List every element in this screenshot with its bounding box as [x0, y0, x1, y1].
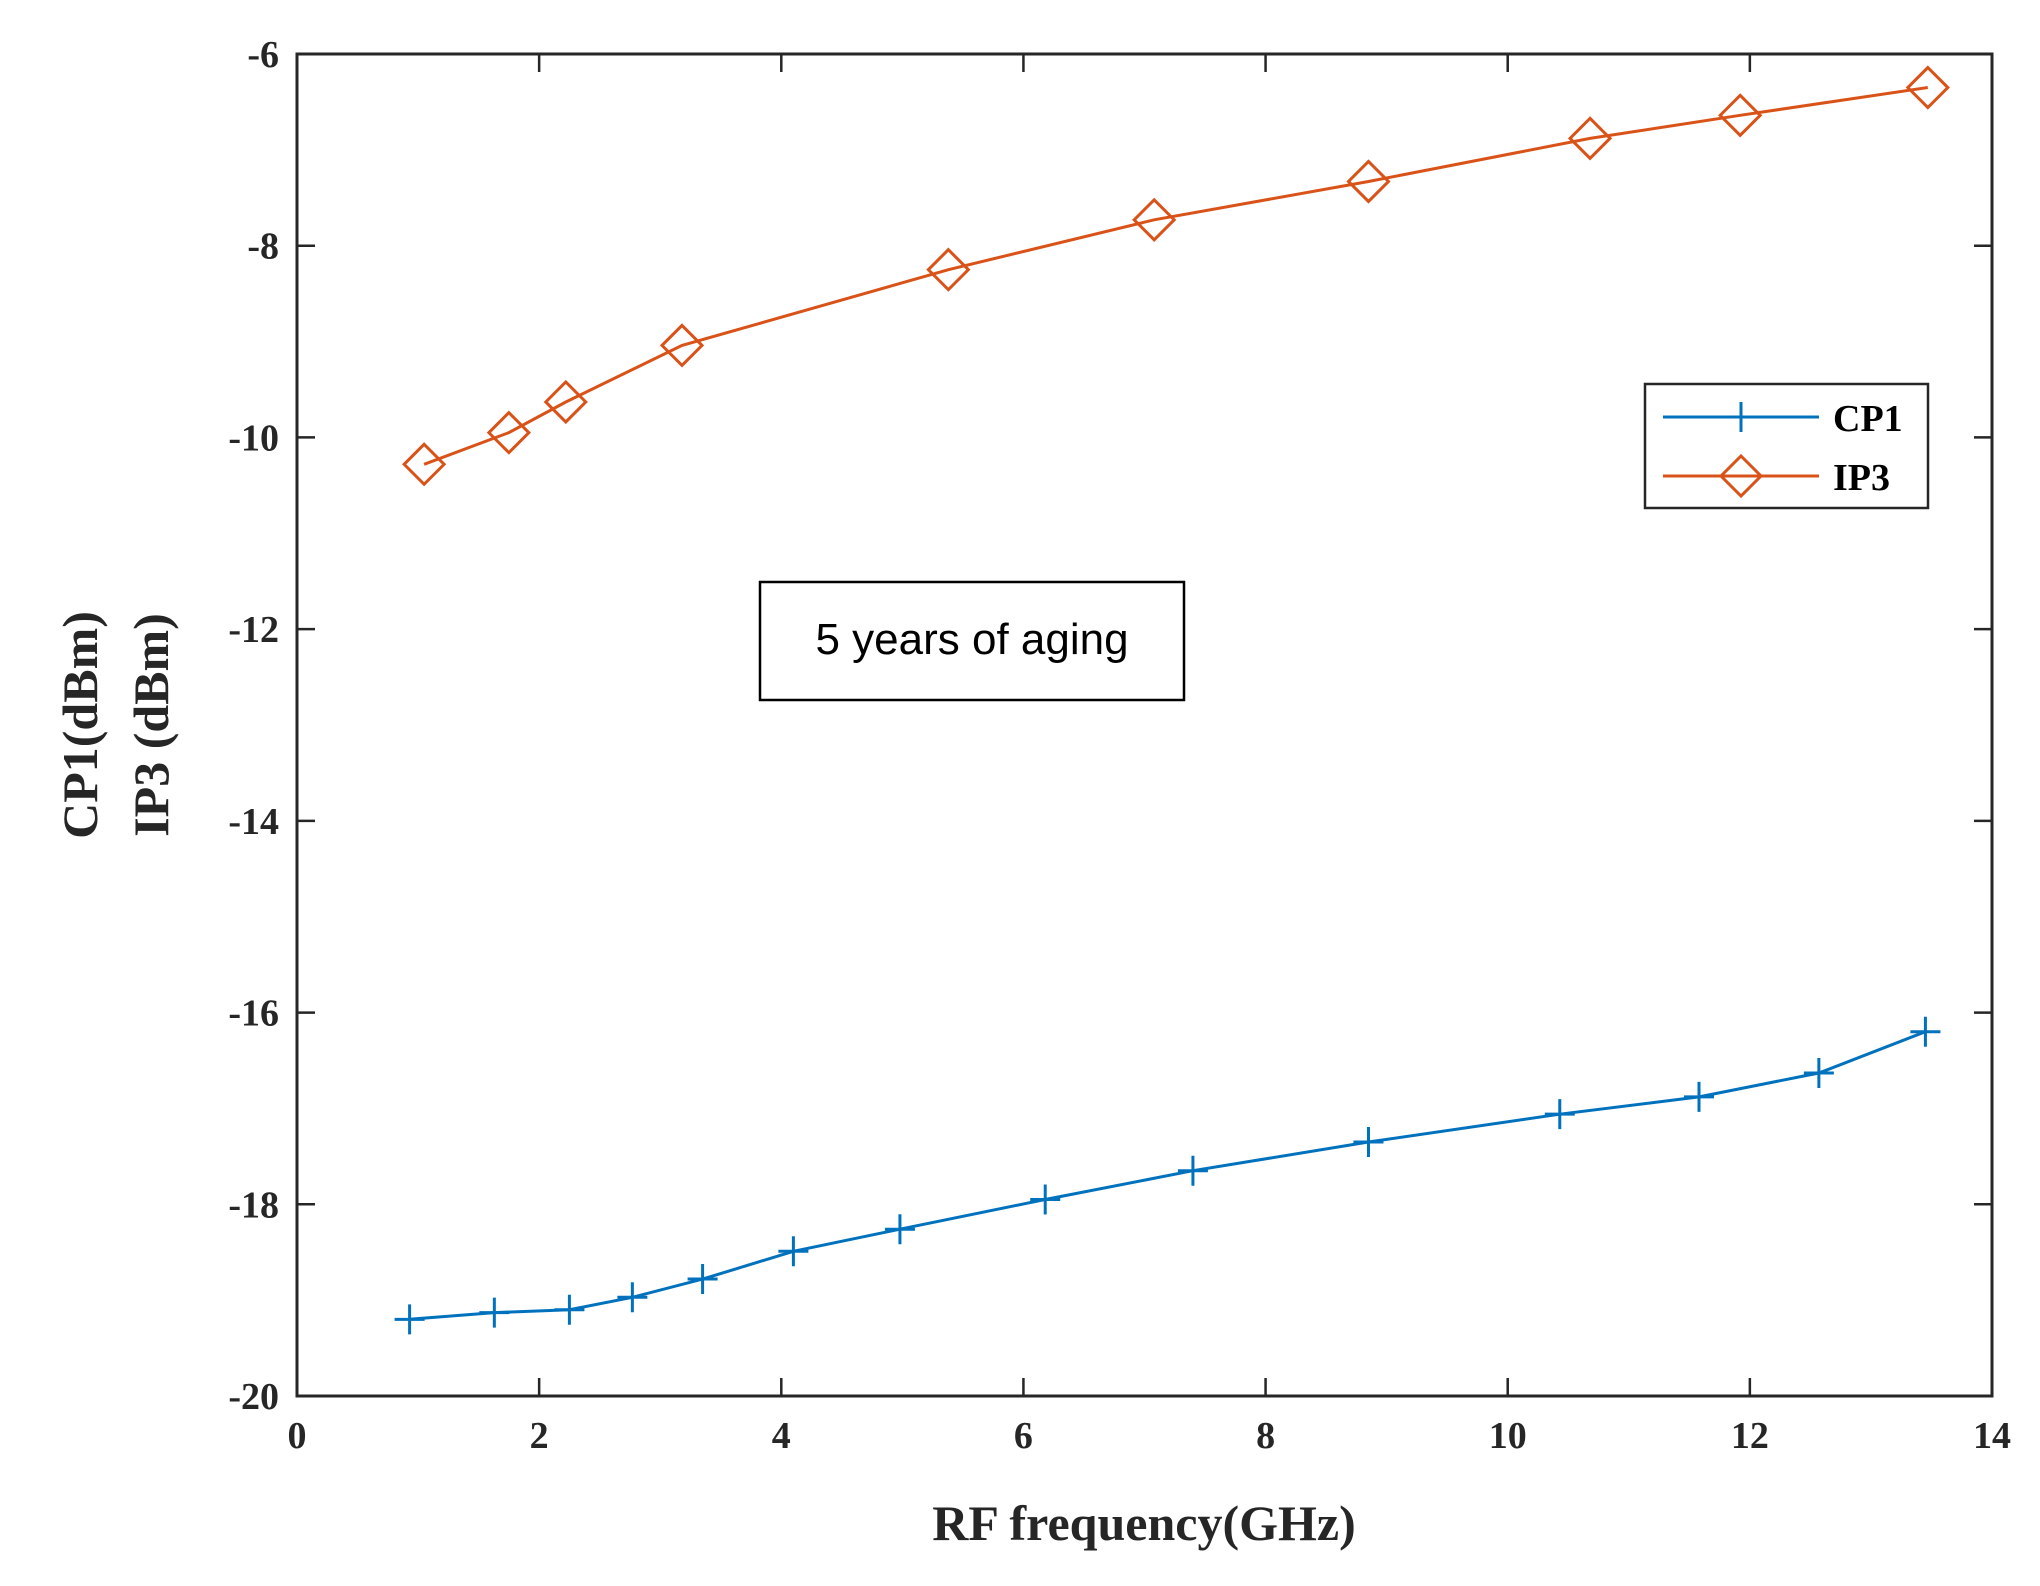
ip3-point: [659, 323, 705, 368]
cp1-point: [1684, 1081, 1715, 1112]
cp1-point: [687, 1264, 718, 1295]
y-axis-label-line-2: IP3 (dBm): [123, 613, 179, 837]
ip3-line: [423, 86, 1929, 466]
cp1-point: [1353, 1126, 1384, 1157]
x-tick-label: 10: [1489, 1415, 1527, 1457]
x-tick-label: 4: [772, 1415, 791, 1457]
x-tick-label: 12: [1731, 1415, 1769, 1457]
cp1-point: [617, 1282, 648, 1313]
annotation-text: 5 years of aging: [815, 615, 1128, 664]
ip3-point: [1718, 93, 1763, 138]
x-tick-label: 2: [530, 1415, 549, 1457]
legend-box: [1643, 382, 1930, 510]
x-axis-label: RF frequency(GHz): [932, 1495, 1356, 1551]
cp1-point: [884, 1214, 915, 1245]
legend-label-ip3: IP3: [1833, 457, 1890, 499]
legend-marker-cp1: [1726, 402, 1756, 432]
cp1-point: [1910, 1016, 1941, 1047]
cp1-point: [394, 1304, 425, 1335]
legend-label-cp1: CP1: [1833, 398, 1903, 440]
ip3-point: [486, 410, 531, 455]
ticks-layer: 0 2 4 6 8 10 12 14 -20 -18 -16 -14 -12 -10 -8 -6: [228, 34, 2011, 1457]
ip3-point: [1132, 197, 1177, 242]
series-layer: [394, 65, 1950, 1335]
y-tick-label: -18: [228, 1184, 279, 1226]
annotation: 5 years of aging: [758, 580, 1186, 702]
y-tick-label: -20: [228, 1376, 279, 1418]
cp1-point: [778, 1236, 809, 1267]
y-tick-label: -12: [228, 609, 279, 651]
cp1-point: [1177, 1155, 1208, 1186]
y-axis-label-line-1: CP1(dBm): [52, 611, 108, 839]
y-tick-label: -8: [247, 226, 279, 268]
x-tick-label: 14: [1973, 1415, 2011, 1457]
x-tick-label: 8: [1256, 1415, 1275, 1457]
y-tick-label: -10: [228, 417, 279, 459]
x-tick-label: 6: [1014, 1415, 1033, 1457]
y-tick-label: -16: [228, 993, 279, 1035]
axes-box: [295, 52, 1994, 1398]
ip3-point: [1567, 116, 1613, 161]
ip3-point: [402, 442, 447, 487]
ip3-point: [1905, 65, 1950, 110]
annotation-box: [758, 580, 1186, 702]
cp1-point: [1544, 1099, 1575, 1130]
legend-marker-ip3: [1718, 453, 1764, 499]
cp1-point: [1803, 1057, 1834, 1088]
cp1-point: [1030, 1184, 1061, 1215]
ip3-point: [926, 247, 971, 292]
cp1-point: [554, 1294, 585, 1325]
ip3-point: [1346, 159, 1391, 204]
plot-area: [297, 54, 1992, 1396]
ip3-point: [543, 379, 588, 425]
cp1-point: [479, 1297, 510, 1328]
cp1-line: [409, 1030, 1926, 1321]
x-tick-label: 0: [288, 1415, 307, 1457]
y-tick-label: -6: [247, 34, 279, 76]
y-tick-label: -14: [228, 801, 279, 843]
